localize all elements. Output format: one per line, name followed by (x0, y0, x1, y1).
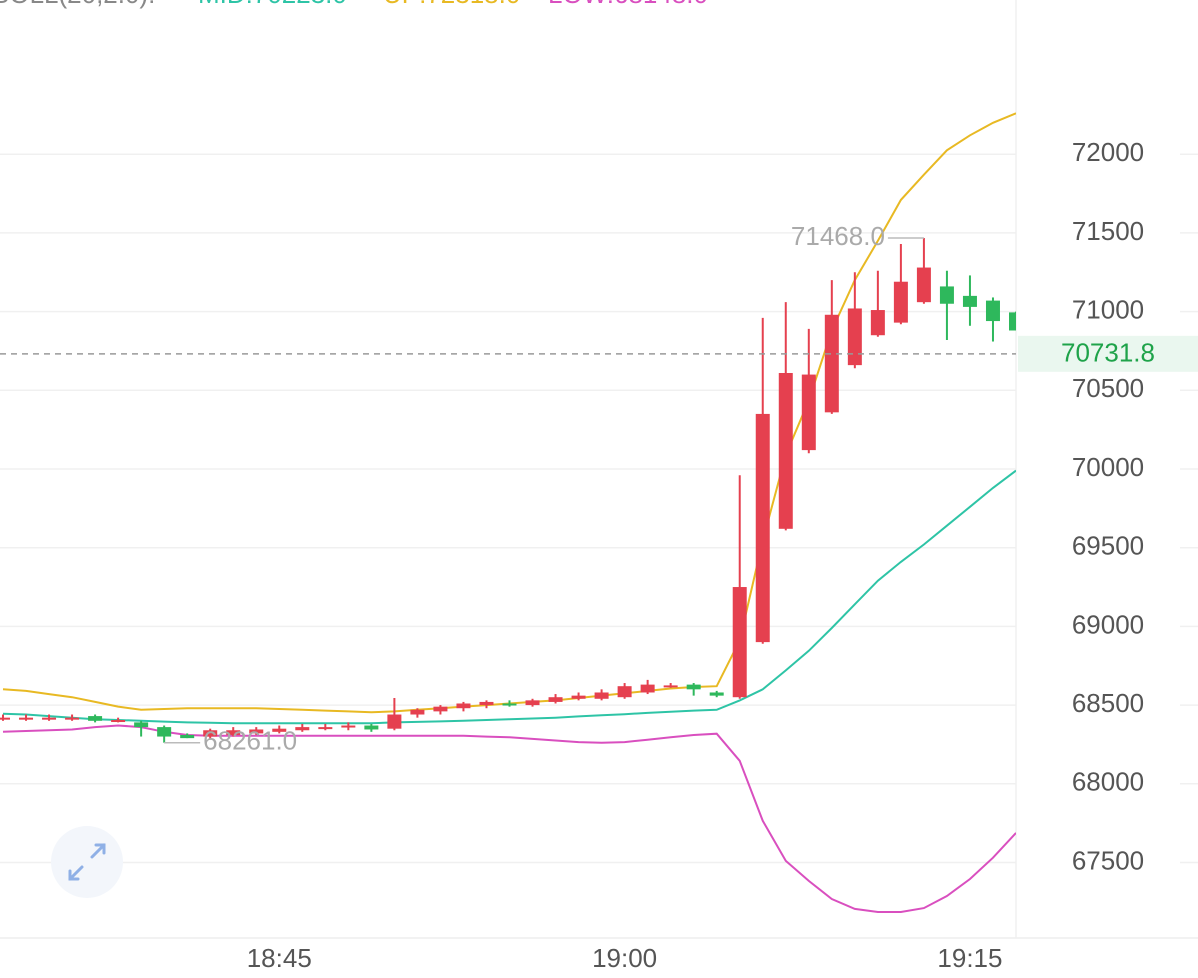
y-tick-label: 70500 (1072, 373, 1144, 403)
y-tick-label: 71000 (1072, 294, 1144, 324)
candle-body (433, 706, 448, 712)
candle-body (65, 717, 80, 720)
candle-body (88, 716, 103, 721)
candle-body (42, 717, 57, 720)
y-tick-label: 69000 (1072, 609, 1144, 639)
candle-body (341, 725, 356, 728)
y-tick-label: 68000 (1072, 767, 1144, 797)
candle-body (249, 729, 264, 734)
y-tick-label: 71500 (1072, 216, 1144, 246)
y-tick-label: 69500 (1072, 531, 1144, 561)
grid (0, 153, 1198, 864)
candle-body (870, 310, 885, 336)
legend-entry: LOW:68148.0 (548, 0, 708, 9)
band-line (2, 724, 1016, 913)
candle-body (525, 700, 540, 706)
candle-body (640, 684, 655, 693)
candle-body (732, 587, 747, 698)
candle-body (203, 730, 218, 737)
candle-body (594, 692, 609, 699)
candle-body (0, 717, 10, 720)
candle-body (295, 727, 310, 731)
candle-body (617, 686, 632, 698)
candle-body (985, 300, 1000, 322)
plot-area (0, 112, 1016, 913)
last-price-label: 70731.8 (1061, 338, 1155, 368)
candle-body (226, 730, 241, 735)
candle-body (548, 697, 563, 702)
candle-body (502, 703, 517, 706)
legend-entry: UP:72318.0 (383, 0, 520, 9)
candle-body (824, 314, 839, 413)
candle-body (939, 286, 954, 304)
candle-body (801, 374, 816, 451)
y-tick-label: 68500 (1072, 688, 1144, 718)
candle-body (663, 685, 678, 688)
annotation-label: 68261.0 (203, 726, 297, 756)
annotation-label: 71468.0 (791, 221, 885, 251)
candle-body (134, 722, 149, 728)
candle-body (755, 413, 770, 643)
x-tick-label: 18:45 (247, 943, 312, 973)
last-price-box (1018, 335, 1198, 372)
band-line (2, 469, 1016, 725)
candle-body (364, 725, 379, 730)
candle-body (272, 728, 287, 732)
candle-body (847, 308, 862, 366)
x-tick-label: 19:15 (937, 943, 1002, 973)
candle-body (111, 720, 126, 723)
candle-body (709, 692, 724, 696)
candle-body (387, 714, 402, 729)
candle-body (571, 695, 586, 699)
candle-body (686, 684, 701, 690)
candle-body (19, 717, 34, 720)
candle-body (318, 727, 333, 730)
y-tick-label: 72000 (1072, 137, 1144, 167)
candle-body (180, 734, 195, 739)
band-line (2, 112, 1016, 714)
expand-button[interactable] (51, 826, 123, 898)
indicator-label: BOLL(20,2.0): (0, 0, 155, 9)
candle-body (1009, 312, 1016, 331)
candle-body (410, 709, 425, 715)
candle-body (893, 281, 908, 323)
y-tick-label: 67500 (1072, 845, 1144, 875)
candle-body (157, 727, 172, 737)
candle-body (456, 703, 471, 709)
candle-body (962, 295, 977, 307)
candle-body (778, 372, 793, 529)
x-tick-label: 19:00 (592, 943, 657, 973)
legend-entry: MID:70223.0 (198, 0, 347, 9)
candle-body (479, 701, 494, 706)
candle-body (916, 267, 931, 303)
y-tick-label: 70000 (1072, 452, 1144, 482)
